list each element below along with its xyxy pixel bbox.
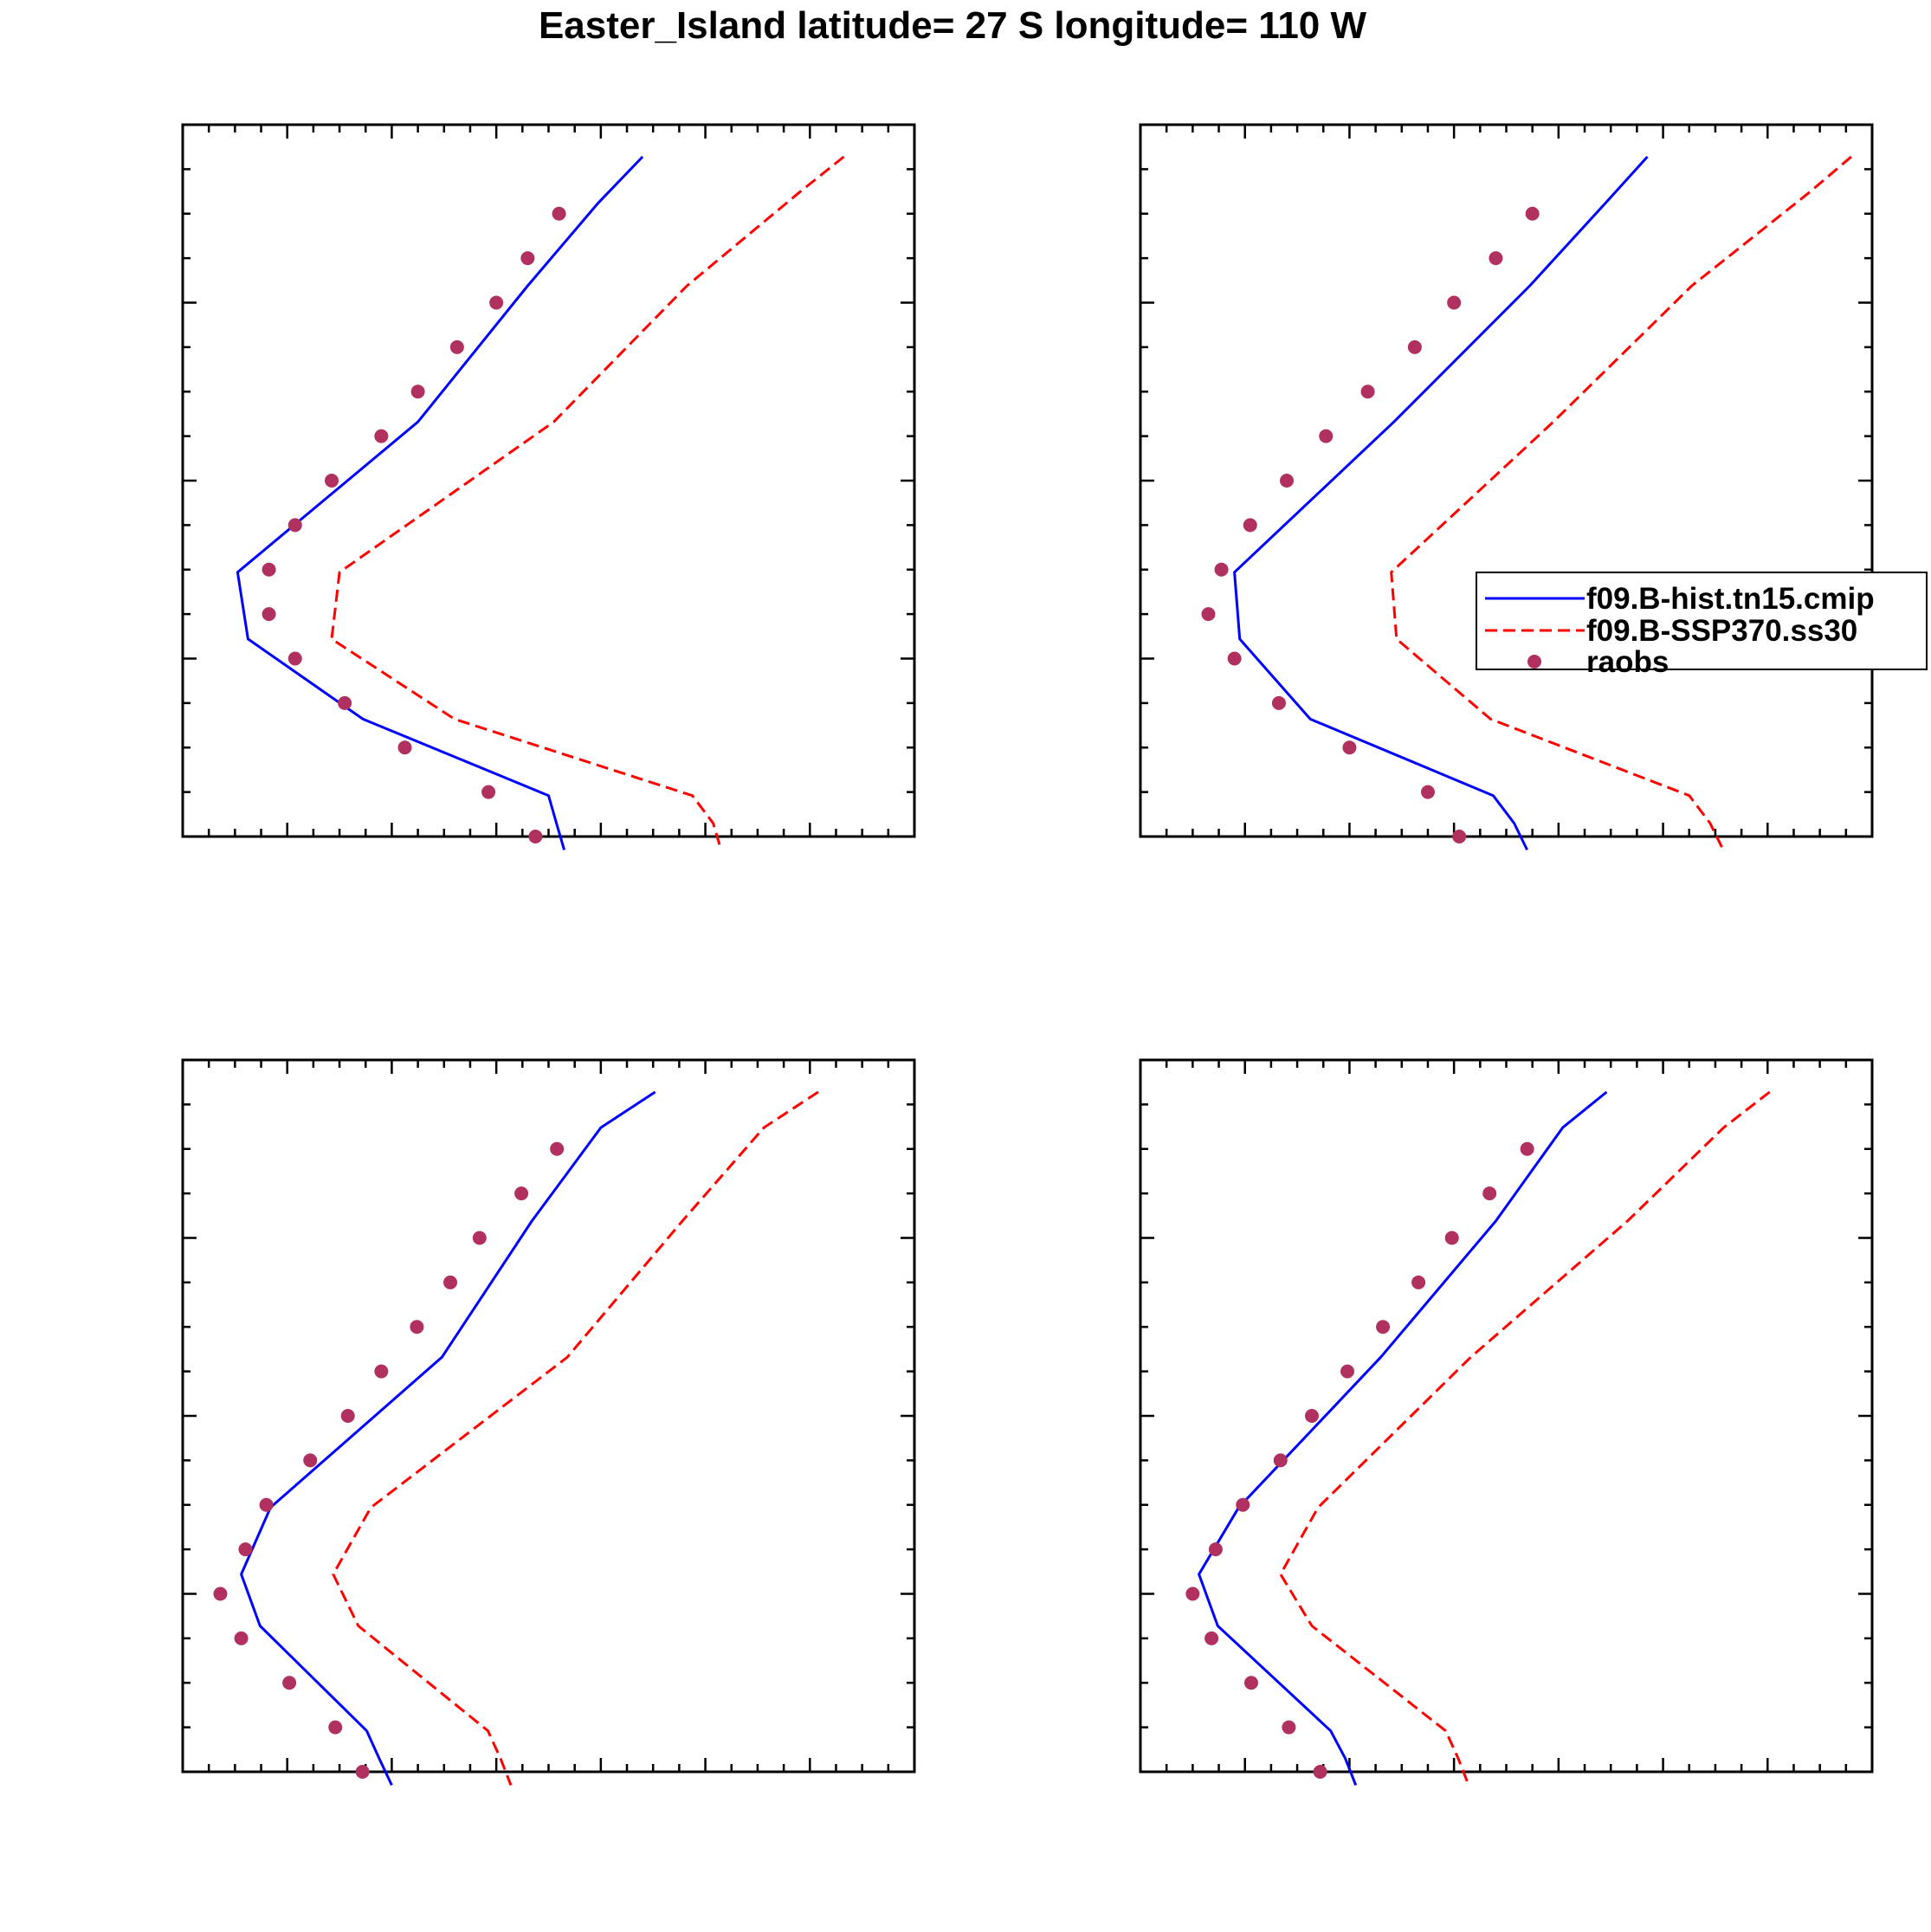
plot-frame	[1139, 123, 1874, 838]
raobs-point	[1452, 830, 1467, 843]
ssp-series-line	[332, 1090, 819, 1786]
raobs-point	[1520, 1141, 1534, 1156]
raobs-point	[262, 562, 276, 577]
raobs-point	[1444, 1231, 1459, 1245]
legend-label-ssp: f09.B-SSP370.ss30	[1586, 614, 1857, 648]
plot-frame	[181, 1058, 916, 1774]
raobs-point	[443, 1275, 458, 1289]
figure-title: Easter_Island latitude= 27 S longitude= …	[539, 4, 1367, 47]
raobs-point	[1489, 251, 1503, 266]
raobs-point	[1214, 562, 1229, 577]
raobs-point	[1280, 474, 1294, 488]
raobs-point	[1185, 1586, 1200, 1601]
raobs-point	[1376, 1320, 1391, 1334]
raobs-point	[238, 1542, 253, 1557]
panel-apr	[1139, 123, 1874, 851]
raobs-point	[397, 740, 412, 755]
raobs-point	[303, 1453, 318, 1468]
raobs-point	[1342, 740, 1357, 755]
raobs-point	[481, 785, 496, 799]
hist-series-line	[240, 1090, 656, 1787]
raobs-point	[325, 474, 339, 488]
raobs-point	[472, 1231, 487, 1245]
hist-series-line	[236, 155, 644, 850]
raobs-point	[1243, 1676, 1258, 1690]
raobs-point	[552, 206, 566, 221]
raobs-point	[262, 607, 276, 622]
raobs-point	[1411, 1275, 1426, 1289]
panel-jan	[181, 123, 916, 850]
hist-series-line	[1233, 155, 1649, 851]
raobs-point	[234, 1631, 249, 1645]
raobs-point	[287, 651, 302, 666]
legend-label-hist: f09.B-hist.tn15.cmip	[1586, 582, 1875, 616]
raobs-point	[410, 1320, 424, 1334]
raobs-point	[1273, 1453, 1288, 1468]
raobs-point	[489, 295, 504, 310]
raobs-point	[1525, 206, 1540, 221]
raobs-point	[1482, 1186, 1497, 1201]
raobs-point	[1236, 1497, 1250, 1512]
ssp-series-line	[330, 155, 845, 850]
hist-series-line	[1198, 1090, 1608, 1786]
raobs-point	[410, 384, 425, 399]
panel-oct	[1139, 1058, 1874, 1786]
legend-marker-obs	[1527, 655, 1541, 669]
raobs-point	[1204, 1631, 1219, 1645]
raobs-point	[1447, 295, 1462, 310]
raobs-point	[1407, 339, 1422, 354]
legend-box	[1476, 572, 1928, 670]
raobs-point	[287, 518, 302, 533]
raobs-point	[1227, 651, 1242, 666]
raobs-point	[528, 830, 543, 843]
raobs-point	[1271, 695, 1286, 710]
raobs-point	[520, 251, 535, 266]
raobs-point	[374, 1364, 389, 1379]
raobs-point	[1313, 1765, 1327, 1779]
raobs-point	[338, 695, 352, 710]
ssp-series-line	[1279, 1090, 1771, 1786]
raobs-point	[259, 1497, 274, 1512]
raobs-point	[213, 1586, 228, 1601]
raobs-point	[550, 1141, 565, 1156]
raobs-point	[355, 1765, 370, 1779]
raobs-point	[328, 1720, 343, 1735]
raobs-point	[1282, 1720, 1296, 1735]
raobs-point	[282, 1676, 297, 1690]
raobs-point	[1208, 1542, 1223, 1557]
ssp-series-line	[1390, 155, 1852, 851]
raobs-point	[1420, 785, 1435, 799]
raobs-point	[1319, 429, 1334, 443]
panel-jul	[181, 1058, 916, 1787]
raobs-point	[1304, 1409, 1319, 1423]
plot-frame	[181, 123, 916, 838]
raobs-point	[340, 1409, 355, 1423]
raobs-point	[1243, 518, 1257, 533]
raobs-point	[374, 429, 389, 443]
raobs-point	[449, 339, 464, 354]
legend: f09.B-hist.tn15.cmip f09.B-SSP370.ss30 r…	[1476, 572, 1928, 679]
raobs-point	[1201, 607, 1216, 622]
raobs-point	[1340, 1364, 1355, 1379]
plot-frame	[1139, 1058, 1874, 1774]
raobs-point	[1360, 384, 1375, 399]
raobs-point	[514, 1186, 529, 1201]
legend-label-obs: raobs	[1586, 645, 1669, 679]
